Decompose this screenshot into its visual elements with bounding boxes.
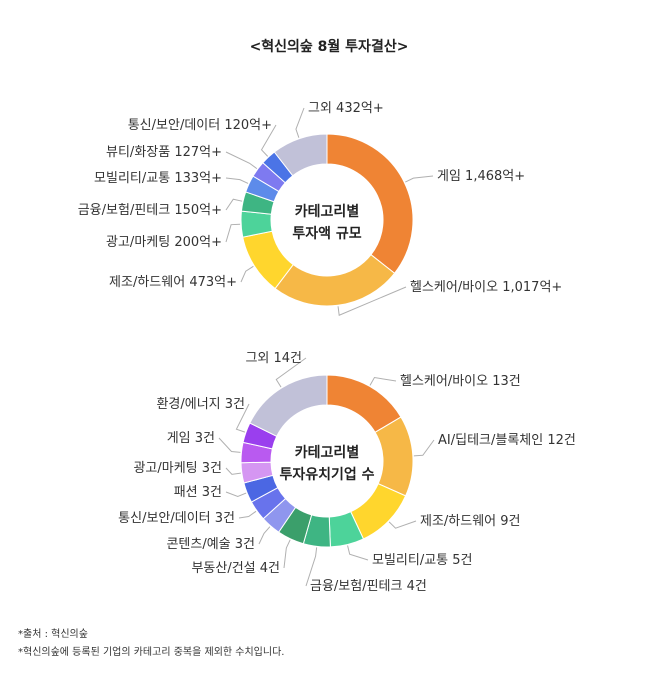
chart1-slice-9 — [273, 133, 328, 177]
chart1-center-title-1: 카테고리별 — [295, 203, 359, 220]
chart1-label-1: 게임 1,468억+ — [437, 169, 525, 184]
source-note: *출처 : 혁신의숲 — [18, 629, 88, 640]
chart2-leader-1 — [369, 376, 397, 386]
chart2-slice-2 — [374, 416, 414, 497]
chart1-label-7: 뷰티/화장품 127억+ — [106, 145, 222, 160]
chart1-label-4: 광고/마케팅 200억+ — [106, 235, 222, 250]
chart2-label-9: 패션 3건 — [174, 485, 222, 500]
chart2-leader-8 — [238, 510, 257, 519]
footnotes: *출처 : 혁신의숲 *혁신의숲에 등록된 기업의 카테고리 중복을 제외한 수… — [18, 626, 284, 662]
chart1-label-8: 통신/보안/데이터 120억+ — [128, 118, 272, 133]
chart2-label-1: 헬스케어/바이오 13건 — [400, 374, 521, 389]
chart1-leader-7 — [225, 151, 258, 169]
chart1-leader-3 — [240, 265, 254, 283]
disclaimer-note: *혁신의숲에 등록된 기업의 카테고리 중복을 제외한 수치입니다. — [18, 647, 285, 658]
chart2-label-8: 통신/보안/데이터 3건 — [118, 511, 235, 526]
chart1-leader-9 — [295, 107, 305, 138]
chart2-slice-13 — [249, 374, 328, 437]
chart2-label-12: 환경/에너지 3건 — [156, 397, 245, 412]
chart1-leader-1 — [405, 175, 434, 183]
chart2-leader-11 — [218, 437, 241, 453]
chart1-center-title-2: 투자액 규모 — [292, 225, 361, 242]
chart2-label-3: 제조/하드웨어 9건 — [420, 514, 521, 529]
chart2-leader-9 — [225, 491, 247, 497]
chart2-label-2: AI/딥테크/블록체인 12건 — [438, 433, 576, 448]
chart2-leader-2 — [413, 439, 435, 457]
chart2-label-7: 콘텐츠/예술 3건 — [166, 537, 255, 552]
chart2-leader-4 — [347, 545, 369, 561]
chart2-leader-13 — [275, 357, 307, 388]
chart1-leader-6 — [225, 177, 249, 184]
chart2-leader-3 — [388, 520, 417, 529]
chart1-label-2: 헬스케어/바이오 1,017억+ — [410, 280, 562, 295]
chart1-label-6: 모빌리티/교통 133억+ — [94, 171, 222, 186]
chart1-leader-4 — [225, 223, 241, 243]
chart2-label-10: 광고/마케팅 3건 — [133, 461, 222, 476]
chart1-leader-2 — [337, 286, 407, 316]
chart2-leader-5 — [305, 547, 318, 587]
chart1-leader-8 — [260, 124, 277, 157]
chart2-center-title-2: 투자유치기업 수 — [279, 467, 374, 483]
chart2-leader-10 — [225, 467, 241, 475]
page-title: <혁신의숲 8월 투자결산> — [249, 39, 409, 55]
chart2-label-5: 금융/보험/핀테크 4건 — [310, 579, 427, 594]
chart1-label-3: 제조/하드웨어 473억+ — [109, 275, 237, 290]
chart1-slice-2 — [274, 253, 396, 307]
chart2-leader-7 — [258, 526, 271, 545]
chart2-label-11: 게임 3건 — [167, 431, 215, 446]
chart1-label-5: 금융/보험/핀테크 150억+ — [78, 203, 222, 218]
chart2-label-4: 모빌리티/교통 5건 — [372, 553, 473, 568]
chart2-label-13: 그외 14건 — [245, 351, 302, 366]
chart1-leader-5 — [225, 198, 243, 211]
donut-charts: 게임 1,468억+ 헬스케어/바이오 1,017억+ 제조/하드웨어 473억+ 광… — [78, 101, 576, 594]
chart2-label-6: 부동산/건설 4건 — [191, 561, 280, 576]
chart2-center-title-1: 카테고리별 — [295, 444, 359, 461]
chart2-leader-6 — [283, 539, 291, 569]
chart2-leader-12 — [235, 403, 250, 433]
chart1-label-9: 그외 432억+ — [308, 101, 384, 116]
